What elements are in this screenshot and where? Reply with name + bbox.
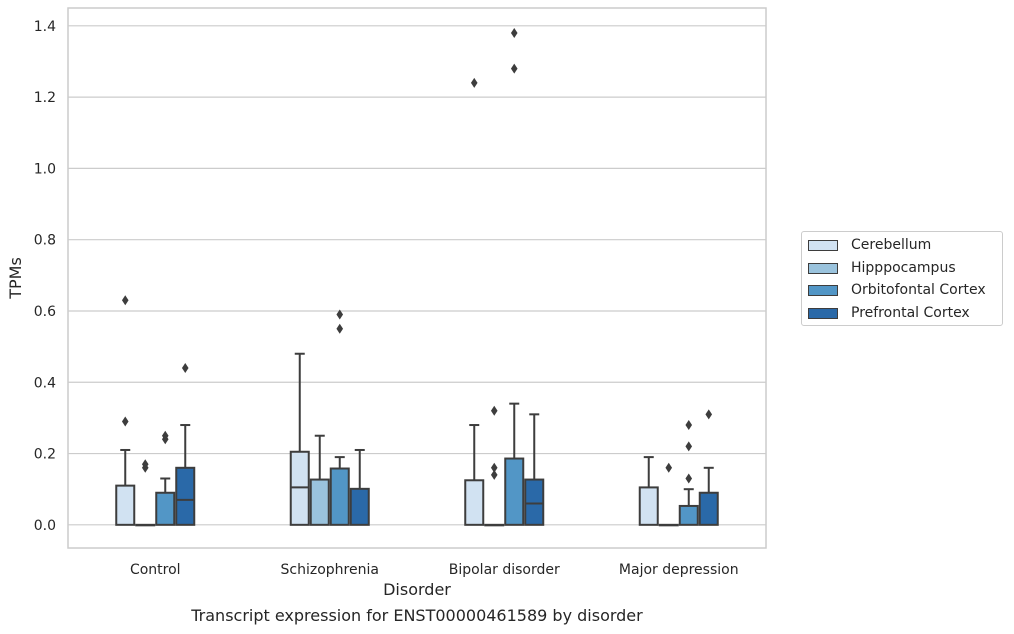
outlier-point (510, 27, 518, 38)
outlier-point (336, 323, 344, 334)
box-hipppocampus (484, 405, 505, 527)
legend-swatch-prefrontal (808, 307, 838, 319)
box-hipppocampus (658, 462, 679, 527)
box-hipppocampus (135, 459, 156, 527)
legend-label-prefrontal: Prefrontal Cortex (851, 305, 970, 321)
y-tick-label: 0.8 (34, 233, 56, 249)
boxes (115, 27, 719, 527)
y-tick-label: 0.2 (34, 447, 56, 463)
y-tick-label: 1.0 (34, 161, 56, 177)
x-tick-labels: Control Schizophrenia Bipolar disorder Majo… (130, 562, 739, 578)
box-body (504, 457, 525, 526)
legend-label-orbitofrontal: Orbitofontal Cortex (851, 282, 986, 298)
box-prefrontal-cortex (698, 409, 719, 526)
box-body (329, 467, 350, 526)
box-body (524, 478, 545, 526)
box-body (155, 491, 176, 526)
outlier-point (685, 420, 693, 431)
box-prefrontal-cortex (349, 448, 370, 526)
outlier-point (510, 63, 518, 74)
box-body (638, 486, 659, 526)
x-tick-label: Control (130, 562, 181, 578)
y-tick-labels: 0.0 0.2 0.4 0.6 0.8 1.0 1.2 1.4 (34, 19, 56, 534)
box-body (309, 478, 330, 526)
outlier-point (685, 473, 693, 484)
box-body (484, 523, 505, 527)
y-axis-label: TPMs (6, 257, 25, 300)
legend-item-prefrontal: Prefrontal Cortex (808, 303, 970, 323)
legend-swatch-cerebellum (808, 239, 838, 251)
outlier-point (705, 409, 713, 420)
outlier-point (121, 295, 129, 306)
box-body (135, 523, 156, 527)
box-prefrontal-cortex (175, 363, 196, 526)
box-body (115, 484, 136, 526)
outlier-point (490, 462, 498, 473)
outlier-point (121, 416, 129, 427)
outlier-point (685, 441, 693, 452)
outlier-point (141, 459, 149, 470)
box-body (658, 523, 679, 527)
box-cerebellum (289, 352, 310, 526)
outlier-point (490, 405, 498, 416)
x-tick-label: Schizophrenia (281, 562, 379, 578)
outlier-point (665, 462, 673, 473)
legend-swatch-orbitofrontal (808, 284, 838, 296)
box-body (349, 487, 370, 526)
box-body (464, 479, 485, 526)
legend-item-hippocampus: Hipppocampus (808, 258, 956, 278)
box-orbitofontal-cortex (329, 309, 350, 526)
legend-label-cerebellum: Cerebellum (851, 237, 932, 253)
box-orbitofontal-cortex (504, 27, 525, 526)
y-tick-label: 1.2 (34, 90, 56, 106)
box-body (175, 466, 196, 526)
outlier-point (161, 430, 169, 441)
legend-item-orbitofrontal: Orbitofontal Cortex (808, 280, 986, 300)
x-tick-label: Major depression (619, 562, 739, 578)
box-cerebellum (115, 295, 136, 526)
outlier-point (181, 363, 189, 373)
figure-caption: Transcript expression for ENST0000046158… (191, 606, 643, 625)
y-tick-label: 0.4 (34, 375, 56, 391)
box-body (678, 504, 699, 526)
legend-swatch-hippocampus (808, 262, 838, 274)
y-tick-label: 0.6 (34, 304, 56, 320)
y-tick-label: 0.0 (34, 518, 56, 534)
y-tick-label: 1.4 (34, 19, 56, 35)
box-cerebellum (464, 77, 485, 526)
box-cerebellum (638, 456, 659, 526)
gridlines (68, 25, 766, 526)
x-axis-label: Disorder (383, 580, 451, 599)
outlier-point (336, 309, 344, 320)
legend: Cerebellum Hipppocampus Orbitofontal Cor… (801, 231, 1003, 326)
outlier-point (490, 469, 498, 480)
box-orbitofontal-cortex (155, 430, 176, 526)
outlier-point (470, 77, 478, 88)
box-prefrontal-cortex (524, 413, 545, 526)
x-tick-label: Bipolar disorder (449, 562, 560, 578)
box-hipppocampus (309, 434, 330, 526)
box-orbitofontal-cortex (678, 420, 699, 526)
legend-label-hippocampus: Hipppocampus (851, 260, 956, 276)
plot-frame (67, 7, 767, 549)
box-body (698, 491, 719, 526)
legend-item-cerebellum: Cerebellum (808, 235, 931, 255)
